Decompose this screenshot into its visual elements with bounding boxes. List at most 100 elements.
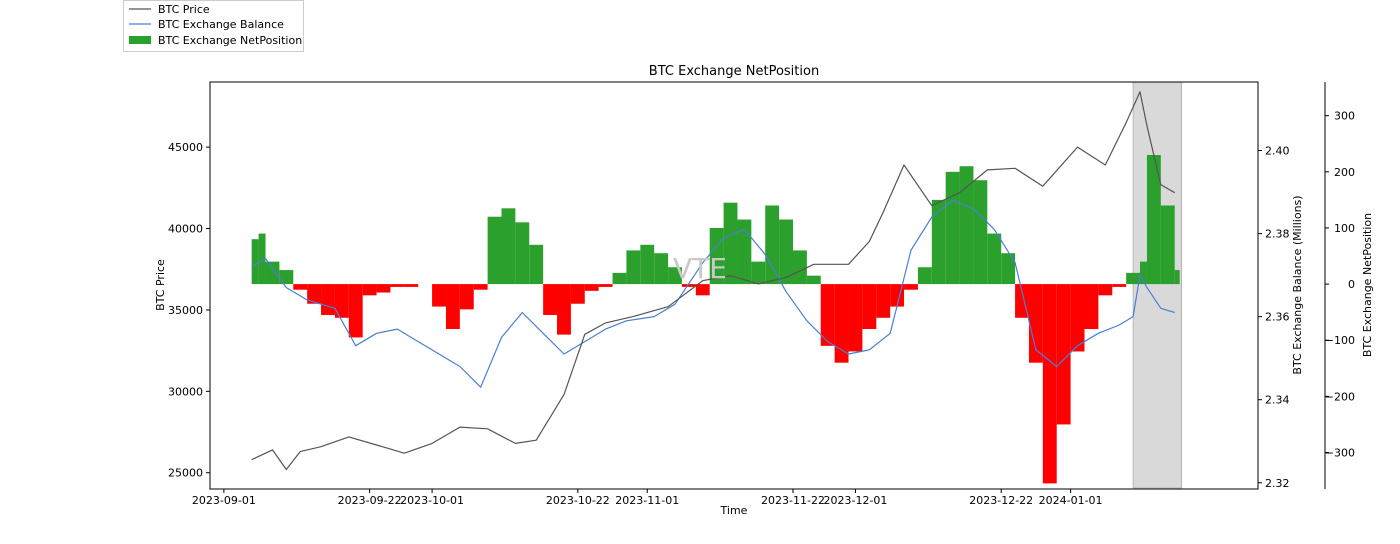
netposition-bar xyxy=(258,233,266,285)
netposition-bar xyxy=(792,250,807,285)
left-tick-label: 45000 xyxy=(168,141,203,154)
balance-line xyxy=(251,199,1175,388)
netposition-bar xyxy=(348,284,363,338)
x-tick-label: 2023-11-01 xyxy=(615,494,679,507)
watermark: VTE xyxy=(673,252,727,285)
legend-label-price: BTC Price xyxy=(158,3,210,16)
netposition-bar xyxy=(1112,284,1127,287)
netposition-bar xyxy=(501,208,516,285)
legend-frame xyxy=(123,0,304,52)
netposition-bar xyxy=(1015,284,1029,318)
right-netposition-tick-label: 200 xyxy=(1334,166,1355,179)
right-netposition-tick-label: −200 xyxy=(1325,390,1355,403)
right-balance-tick-label: 2.34 xyxy=(1265,394,1290,407)
x-tick-label: 2023-09-22 xyxy=(338,494,402,507)
netposition-bar xyxy=(1174,270,1180,285)
netposition-bar xyxy=(265,261,280,285)
left-tick-label: 40000 xyxy=(168,223,203,236)
netposition-bar xyxy=(529,244,544,285)
x-tick-label: 2024-01-01 xyxy=(1039,494,1103,507)
legend-label-balance: BTC Exchange Balance xyxy=(158,18,284,31)
x-tick-label: 2023-10-22 xyxy=(546,494,610,507)
netposition-bar xyxy=(654,253,669,285)
x-tick-label: 2023-11-22 xyxy=(761,494,825,507)
netposition-bar xyxy=(765,205,780,285)
netposition-bar xyxy=(584,284,599,291)
legend: BTC Price BTC Exchange Balance BTC Excha… xyxy=(123,0,304,52)
netposition-bar xyxy=(668,267,682,285)
legend-label-netposition: BTC Exchange NetPosition xyxy=(158,34,302,47)
left-tick-label: 35000 xyxy=(168,304,203,317)
netposition-bar xyxy=(904,284,918,290)
netposition-bar xyxy=(1070,284,1085,352)
netposition-bar xyxy=(1126,272,1141,285)
right-netposition-tick-label: 100 xyxy=(1334,222,1355,235)
netposition-bar xyxy=(251,239,259,285)
right-balance-tick-label: 2.38 xyxy=(1265,228,1290,241)
netposition-bar xyxy=(737,219,752,285)
netposition-bar xyxy=(695,284,710,296)
right-axis-label-netposition: BTC Exchange NetPosition xyxy=(1361,213,1374,357)
netposition-bar xyxy=(487,216,502,285)
left-axis-label: BTC Price xyxy=(154,259,167,311)
netposition-bar xyxy=(876,284,891,318)
netposition-bar xyxy=(973,180,988,285)
netposition-bar xyxy=(1056,284,1071,425)
netposition-bar xyxy=(640,244,655,285)
netposition-bar xyxy=(834,284,849,363)
x-axis-label: Time xyxy=(720,504,748,517)
right-balance-tick-label: 2.32 xyxy=(1265,477,1290,490)
netposition-bar xyxy=(723,202,738,285)
netposition-bar xyxy=(362,284,377,296)
x-tick-label: 2023-12-22 xyxy=(969,494,1033,507)
left-tick-label: 30000 xyxy=(168,385,203,398)
x-tick-label: 2023-10-01 xyxy=(400,494,464,507)
netposition-bar xyxy=(681,284,696,287)
left-tick-label: 25000 xyxy=(168,467,203,480)
x-tick-label: 2023-12-01 xyxy=(823,494,887,507)
netposition-bar xyxy=(612,272,627,285)
right-balance-tick-label: 2.36 xyxy=(1265,311,1290,324)
netposition-bar xyxy=(751,261,766,285)
netposition-bar xyxy=(779,219,793,285)
netposition-bar xyxy=(626,250,641,285)
netposition-bar xyxy=(1140,261,1147,285)
highlight-band xyxy=(1132,81,1182,489)
plot-frame xyxy=(209,81,1259,490)
netposition-bar xyxy=(917,267,932,285)
right-netposition-tick-label: −100 xyxy=(1325,334,1355,347)
netposition-bar xyxy=(931,199,946,285)
legend-swatch-netposition xyxy=(129,36,151,44)
netposition-bar xyxy=(1098,284,1113,296)
netposition-bar xyxy=(959,166,974,285)
netposition-bar xyxy=(459,284,474,310)
right-axis-label-balance: BTC Exchange Balance (Millions) xyxy=(1291,195,1304,374)
right-netposition-tick-label: −300 xyxy=(1325,447,1355,460)
netposition-bar xyxy=(598,284,613,287)
netposition-bar xyxy=(1028,284,1043,363)
netposition-bar xyxy=(1146,154,1161,285)
plot-area xyxy=(251,81,1182,489)
netposition-bar xyxy=(307,284,322,304)
netposition-bar xyxy=(1160,205,1175,285)
netposition-bar xyxy=(445,284,460,330)
netposition-bar xyxy=(293,284,308,290)
netposition-bar xyxy=(557,284,571,335)
netposition-bar xyxy=(543,284,558,315)
netposition-bar xyxy=(334,284,349,318)
netposition-bar xyxy=(432,284,446,307)
netposition-bar xyxy=(321,284,335,315)
price-line xyxy=(251,91,1176,471)
watermark-layer: VTE xyxy=(673,252,727,285)
right-netposition-tick-label: 0 xyxy=(1348,278,1355,291)
netposition-bar xyxy=(473,284,488,290)
netposition-bar xyxy=(1001,253,1016,285)
netposition-bar xyxy=(570,284,585,304)
netposition-bar xyxy=(862,284,877,330)
netposition-bar xyxy=(279,270,294,285)
right-balance-tick-label: 2.40 xyxy=(1265,145,1290,158)
netposition-bar xyxy=(806,275,821,285)
right-netposition-tick-label: 300 xyxy=(1334,110,1355,123)
